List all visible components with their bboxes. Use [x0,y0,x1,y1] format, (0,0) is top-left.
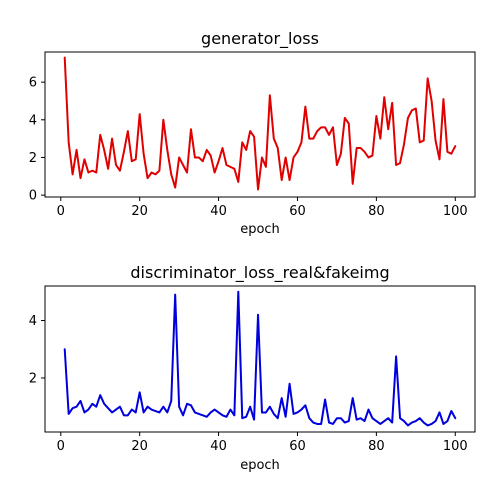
x-tick-label: 20 [131,439,148,454]
x-axis-label: epoch [240,458,280,473]
discriminator-loss-panel: discriminator_loss_real&fakeimg epoch 0 2… [29,263,476,473]
x-tick-label: 100 [443,439,468,454]
generator-loss-line [63,56,457,191]
x-tick-label: 0 [57,439,65,454]
chart-title: discriminator_loss_real&fakeimg [130,263,389,283]
x-tick-label: 20 [131,204,148,219]
tick-group: 0 20 40 60 80 100 2 4 [29,314,468,454]
generator-loss-panel: generator_loss epoch 0 20 40 60 80 100 0 2 4 6 [29,29,476,237]
x-tick-label: 60 [289,439,306,454]
discriminator-loss-line [63,290,457,427]
x-tick-label: 60 [289,204,306,219]
x-tick-label: 100 [443,204,468,219]
y-tick-label: 2 [29,371,37,386]
plot-frame [44,51,476,198]
x-tick-label: 80 [368,439,385,454]
chart-title: generator_loss [201,29,319,49]
y-tick-label: 4 [29,113,37,128]
y-tick-label: 6 [29,76,37,91]
x-axis-label: epoch [240,222,280,237]
y-tick-label: 0 [29,189,37,204]
tick-group: 0 20 40 60 80 100 0 2 4 6 [29,76,468,219]
x-tick-label: 0 [57,204,65,219]
x-tick-label: 80 [368,204,385,219]
y-tick-label: 4 [29,314,37,329]
plot-frame [44,285,476,433]
x-tick-label: 40 [210,439,227,454]
y-tick-label: 2 [29,151,37,166]
x-tick-label: 40 [210,204,227,219]
